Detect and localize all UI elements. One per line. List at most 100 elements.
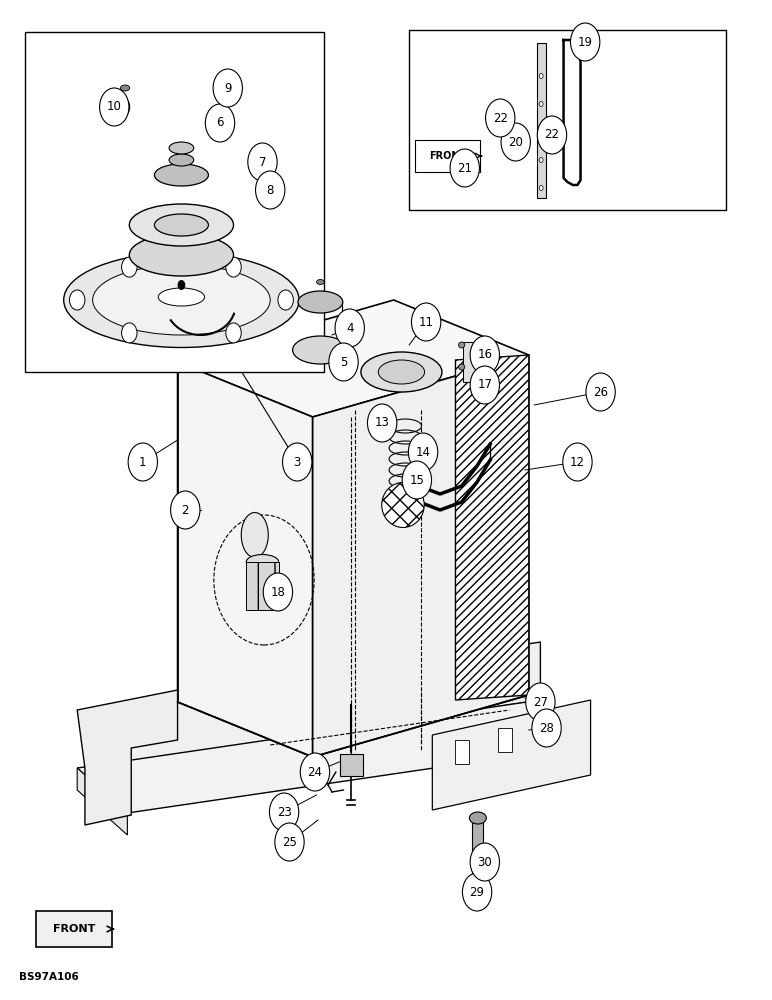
Bar <box>540 716 554 740</box>
Text: 11: 11 <box>418 316 434 328</box>
Ellipse shape <box>550 137 558 147</box>
Circle shape <box>278 290 293 310</box>
Text: 7: 7 <box>259 155 266 168</box>
Ellipse shape <box>293 336 348 364</box>
Text: 17: 17 <box>477 378 493 391</box>
Bar <box>537 43 546 198</box>
Circle shape <box>256 171 285 209</box>
Ellipse shape <box>459 342 465 348</box>
Circle shape <box>300 753 330 791</box>
Ellipse shape <box>469 812 486 824</box>
Ellipse shape <box>246 554 279 570</box>
Text: 4: 4 <box>346 322 354 334</box>
Text: 12: 12 <box>570 456 585 468</box>
Circle shape <box>225 323 241 343</box>
Circle shape <box>367 404 397 442</box>
Text: BS97A106: BS97A106 <box>19 972 79 982</box>
Text: 5: 5 <box>340 356 347 368</box>
Circle shape <box>501 123 530 161</box>
Text: 27: 27 <box>533 696 548 708</box>
Circle shape <box>486 99 515 137</box>
Polygon shape <box>77 700 591 813</box>
Text: 21: 21 <box>457 161 472 174</box>
Text: 22: 22 <box>493 111 508 124</box>
Ellipse shape <box>63 252 299 348</box>
Bar <box>472 820 483 880</box>
Ellipse shape <box>154 164 208 186</box>
Bar <box>25 32 324 372</box>
Text: 26: 26 <box>593 385 608 398</box>
Circle shape <box>335 309 364 347</box>
Bar <box>409 30 726 210</box>
Text: 20: 20 <box>508 135 523 148</box>
Circle shape <box>411 303 441 341</box>
Circle shape <box>329 343 358 381</box>
Ellipse shape <box>129 234 233 276</box>
Text: 14: 14 <box>415 446 431 458</box>
Text: 8: 8 <box>266 184 274 196</box>
Bar <box>340 754 363 776</box>
Circle shape <box>470 366 499 404</box>
Ellipse shape <box>499 120 507 130</box>
Text: 23: 23 <box>276 806 292 818</box>
FancyBboxPatch shape <box>415 140 480 172</box>
Text: FRONT: FRONT <box>53 924 95 934</box>
Text: 18: 18 <box>270 585 286 598</box>
Circle shape <box>121 323 137 343</box>
Polygon shape <box>178 300 529 417</box>
Circle shape <box>213 69 242 107</box>
Circle shape <box>69 290 85 310</box>
Text: 10: 10 <box>107 101 122 113</box>
Ellipse shape <box>378 360 425 384</box>
Circle shape <box>526 683 555 721</box>
Circle shape <box>225 257 241 277</box>
Ellipse shape <box>298 291 343 313</box>
Circle shape <box>122 257 137 277</box>
Ellipse shape <box>539 157 543 162</box>
Circle shape <box>269 793 299 831</box>
Polygon shape <box>77 690 178 825</box>
Text: 30: 30 <box>477 856 493 868</box>
Ellipse shape <box>154 214 208 236</box>
Circle shape <box>537 116 567 154</box>
Circle shape <box>470 843 499 881</box>
Circle shape <box>275 823 304 861</box>
Text: 6: 6 <box>216 116 224 129</box>
Polygon shape <box>100 642 540 768</box>
Text: 24: 24 <box>307 766 323 778</box>
Ellipse shape <box>129 204 233 246</box>
Circle shape <box>470 336 499 374</box>
Circle shape <box>586 373 615 411</box>
Ellipse shape <box>169 154 194 166</box>
Polygon shape <box>77 768 127 835</box>
Polygon shape <box>432 700 591 810</box>
Circle shape <box>408 433 438 471</box>
Bar <box>246 562 279 610</box>
Circle shape <box>248 143 277 181</box>
Text: 22: 22 <box>544 128 560 141</box>
Circle shape <box>462 873 492 911</box>
Circle shape <box>571 23 600 61</box>
Ellipse shape <box>506 144 516 152</box>
Ellipse shape <box>93 265 270 335</box>
Circle shape <box>563 443 592 481</box>
Ellipse shape <box>539 74 543 79</box>
Text: 25: 25 <box>282 836 297 848</box>
Text: FRONT: FRONT <box>429 151 466 161</box>
Bar <box>463 342 482 382</box>
Circle shape <box>178 280 185 290</box>
Text: 9: 9 <box>224 82 232 95</box>
Ellipse shape <box>120 85 130 91</box>
Circle shape <box>283 443 312 481</box>
Circle shape <box>205 104 235 142</box>
Ellipse shape <box>539 102 543 106</box>
Ellipse shape <box>539 129 543 134</box>
Ellipse shape <box>470 877 486 887</box>
Ellipse shape <box>169 142 194 154</box>
Text: 2: 2 <box>181 504 189 516</box>
Circle shape <box>171 491 200 529</box>
FancyBboxPatch shape <box>36 911 112 947</box>
Ellipse shape <box>381 483 425 528</box>
Ellipse shape <box>361 352 442 392</box>
Circle shape <box>114 97 130 117</box>
